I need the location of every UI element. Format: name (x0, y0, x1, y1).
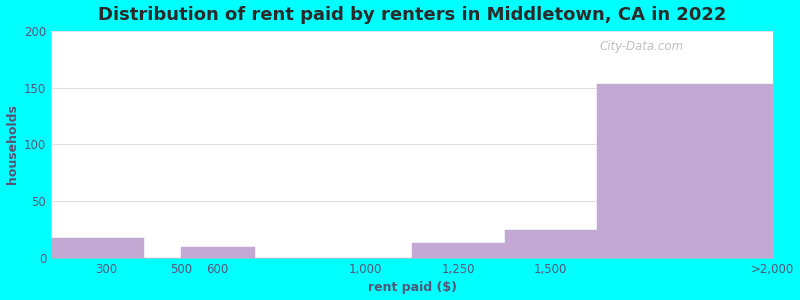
Bar (412, 243, 505, 258)
Text: City-Data.com: City-Data.com (600, 40, 684, 53)
Bar (505, 230, 597, 258)
Bar (51, 238, 144, 258)
Title: Distribution of rent paid by renters in Middletown, CA in 2022: Distribution of rent paid by renters in … (98, 6, 726, 24)
Bar (597, 84, 773, 258)
Y-axis label: households: households (6, 104, 18, 184)
Bar (181, 247, 254, 258)
X-axis label: rent paid ($): rent paid ($) (367, 281, 457, 294)
